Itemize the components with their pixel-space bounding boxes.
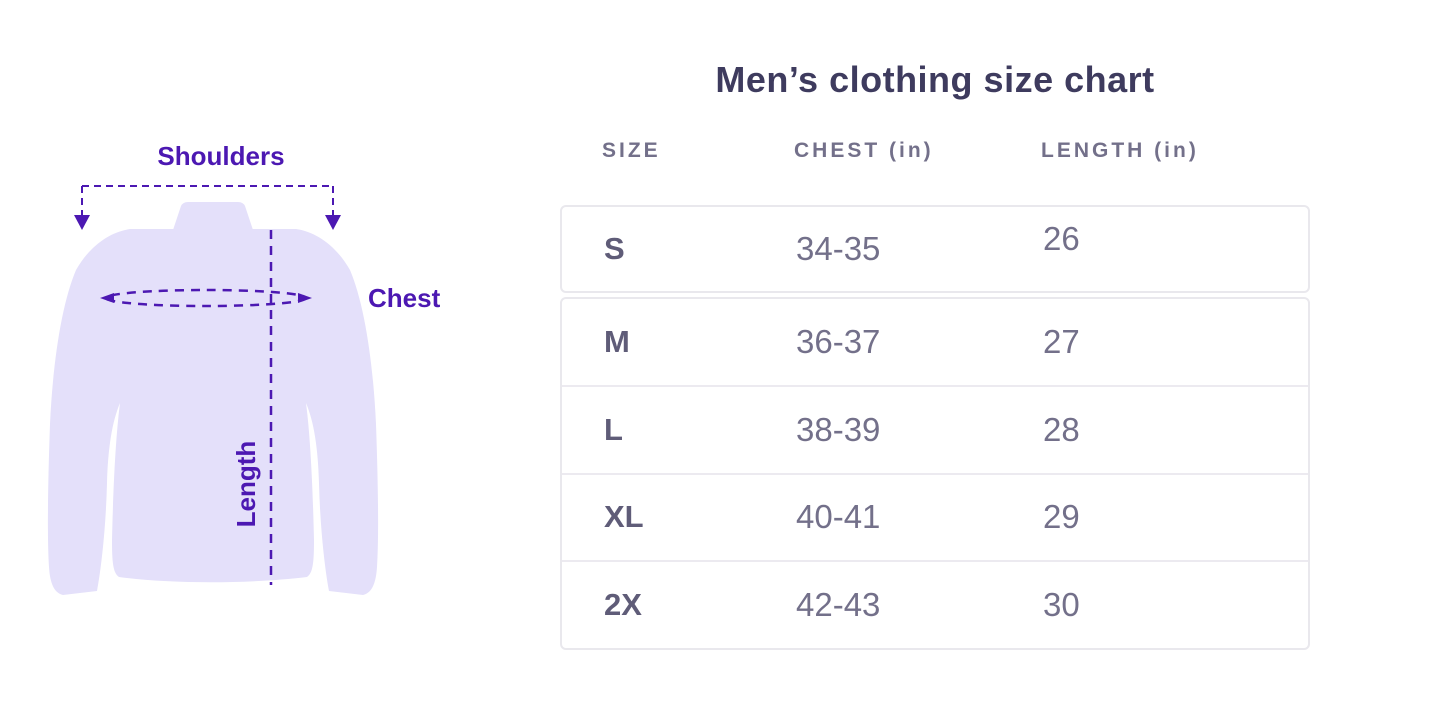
size-cell: XL [604,499,644,535]
column-header-length: LENGTH (in) [1041,139,1199,162]
table-row: L 38-39 28 [562,384,1308,473]
length-label: Length [231,440,261,528]
chest-arrow-left-icon [100,293,114,303]
column-header-chest: CHEST (in) [794,139,934,162]
size-chart-table-section: Men’s clothing size chart SIZE CHEST (in… [560,0,1310,725]
table-row: 2X 42-43 30 [562,560,1308,648]
chest-cell: 38-39 [796,410,881,448]
length-cell: 29 [1043,498,1080,536]
table-header-row: SIZE CHEST (in) LENGTH (in) [560,139,1310,163]
chest-label: Chest [368,283,441,313]
shoulders-arrow-left-icon [74,215,90,230]
chest-cell: 42-43 [796,586,881,624]
chest-cell: 36-37 [796,322,881,360]
table-card-bottom: M 36-37 27 L 38-39 28 XL 40-41 29 2X 42-… [560,297,1310,650]
column-header-size: SIZE [602,139,661,162]
shoulders-measure-lines [81,185,334,215]
chest-cell: 40-41 [796,498,881,536]
shirt-illustration-svg [47,185,379,595]
size-cell: S [604,231,625,266]
shoulders-label: Shoulders [157,141,285,171]
length-cell: 28 [1043,410,1080,448]
page-title: Men’s clothing size chart [715,59,1155,100]
table-row: M 36-37 27 [562,299,1308,385]
length-cell: 26 [1043,220,1080,257]
table-row: XL 40-41 29 [562,472,1308,561]
size-cell: M [604,323,630,359]
shoulders-arrow-right-icon [325,215,341,230]
length-cell: 30 [1043,586,1080,624]
chest-cell: 34-35 [796,230,881,267]
shirt-body-shape [47,229,379,595]
size-cell: L [604,411,623,447]
chest-arrow-right-icon [298,293,312,303]
shirt-measurement-diagram: Shoulders Chest Length [0,0,520,725]
shirt-collar-shape [173,202,253,230]
table-card-top: S 34-35 26 [560,205,1310,293]
size-cell: 2X [604,587,642,623]
table-row: S 34-35 26 [562,207,1308,291]
length-cell: 27 [1043,322,1080,360]
